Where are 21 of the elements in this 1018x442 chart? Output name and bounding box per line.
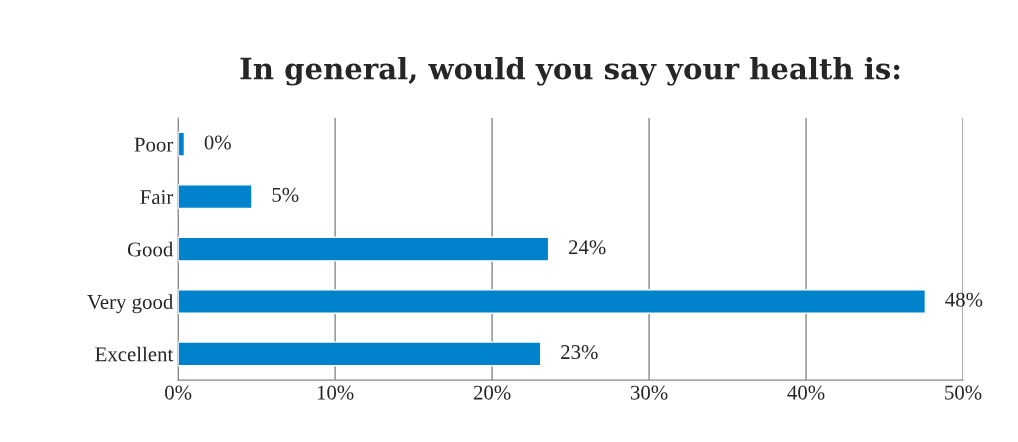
bar [178,341,542,367]
x-tick-label: 20% [473,385,511,400]
chart-title: In general, would you say your health is: [240,56,900,86]
data-label: 0% [204,135,231,150]
y-tick-label: Good [127,241,174,257]
x-tick-label: 10% [317,385,354,400]
x-tick-label: 40% [787,385,825,400]
bar [178,236,550,262]
bar [178,184,253,210]
x-tick-label: 50% [945,385,982,400]
data-label: 24% [568,240,606,255]
y-tick-label: Fair [140,190,174,205]
y-tick-label: Poor [134,137,174,152]
y-tick-label: Very good [87,294,174,314]
y-tick-label: Excellent [95,346,174,362]
bar [178,288,927,314]
data-label: 5% [272,187,299,202]
x-tick-label: 30% [630,385,668,400]
x-tick-label: 0% [165,385,192,400]
data-label: 48% [945,292,983,307]
data-label: 23% [561,345,598,360]
